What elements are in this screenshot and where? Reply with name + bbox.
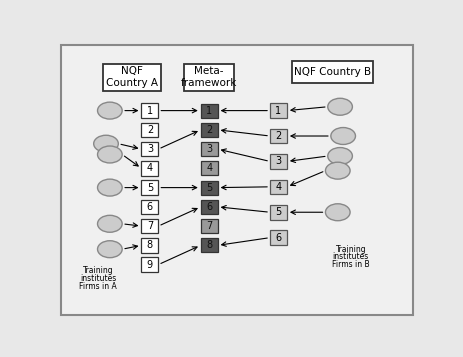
Text: Firms in B: Firms in B	[332, 260, 369, 269]
Text: 4: 4	[206, 164, 212, 174]
Ellipse shape	[98, 146, 122, 163]
Bar	[141, 219, 158, 233]
Bar	[201, 104, 218, 117]
Ellipse shape	[328, 98, 352, 115]
Text: Firms in A: Firms in A	[80, 282, 117, 291]
Text: Country A: Country A	[106, 78, 158, 88]
Text: 1: 1	[206, 106, 212, 116]
Bar	[201, 161, 218, 175]
Text: 3: 3	[147, 144, 153, 154]
Text: 8: 8	[206, 240, 212, 250]
Text: NQF: NQF	[121, 66, 143, 76]
Text: 6: 6	[147, 202, 153, 212]
Bar	[141, 103, 158, 118]
Text: 2: 2	[147, 125, 153, 135]
Bar	[184, 64, 234, 91]
Text: institutes: institutes	[80, 274, 116, 283]
Ellipse shape	[328, 147, 352, 165]
Text: 1: 1	[275, 106, 282, 116]
Bar	[270, 230, 287, 245]
Bar	[201, 200, 218, 214]
Text: 2: 2	[206, 125, 213, 135]
Bar	[141, 238, 158, 253]
Bar	[141, 257, 158, 272]
Text: 2: 2	[275, 131, 282, 141]
Bar	[270, 154, 287, 169]
Text: 9: 9	[147, 260, 153, 270]
Text: 1: 1	[147, 106, 153, 116]
Ellipse shape	[325, 204, 350, 221]
Bar	[103, 64, 161, 91]
Bar	[201, 238, 218, 252]
Bar	[201, 181, 218, 195]
Ellipse shape	[98, 102, 122, 119]
Text: 6: 6	[275, 233, 282, 243]
Text: 8: 8	[147, 240, 153, 250]
Text: institutes: institutes	[333, 252, 369, 261]
Bar	[201, 123, 218, 137]
Text: 5: 5	[206, 182, 213, 192]
Bar	[270, 180, 287, 194]
Ellipse shape	[331, 127, 356, 145]
Text: NQF Country B: NQF Country B	[294, 67, 371, 77]
Text: 3: 3	[275, 156, 282, 166]
Ellipse shape	[98, 215, 122, 232]
Text: Training: Training	[83, 266, 113, 275]
Bar	[201, 219, 218, 233]
Bar	[292, 61, 373, 83]
Text: Meta-: Meta-	[194, 66, 224, 76]
Ellipse shape	[98, 241, 122, 258]
Text: 6: 6	[206, 202, 212, 212]
Text: 3: 3	[206, 144, 212, 154]
Text: 5: 5	[147, 182, 153, 192]
Text: 4: 4	[147, 164, 153, 174]
Bar	[270, 129, 287, 143]
Bar	[141, 142, 158, 156]
Bar	[270, 103, 287, 118]
Text: 7: 7	[206, 221, 213, 231]
Bar	[141, 180, 158, 195]
Ellipse shape	[94, 135, 119, 152]
Bar	[201, 142, 218, 156]
Bar	[270, 205, 287, 220]
Text: 7: 7	[147, 221, 153, 231]
Text: 5: 5	[275, 207, 282, 217]
Text: framework: framework	[181, 78, 238, 88]
Ellipse shape	[98, 179, 122, 196]
Text: 4: 4	[275, 182, 282, 192]
Bar	[141, 200, 158, 214]
Ellipse shape	[325, 162, 350, 179]
Bar	[141, 161, 158, 176]
Bar	[141, 122, 158, 137]
Text: Training: Training	[336, 245, 366, 254]
